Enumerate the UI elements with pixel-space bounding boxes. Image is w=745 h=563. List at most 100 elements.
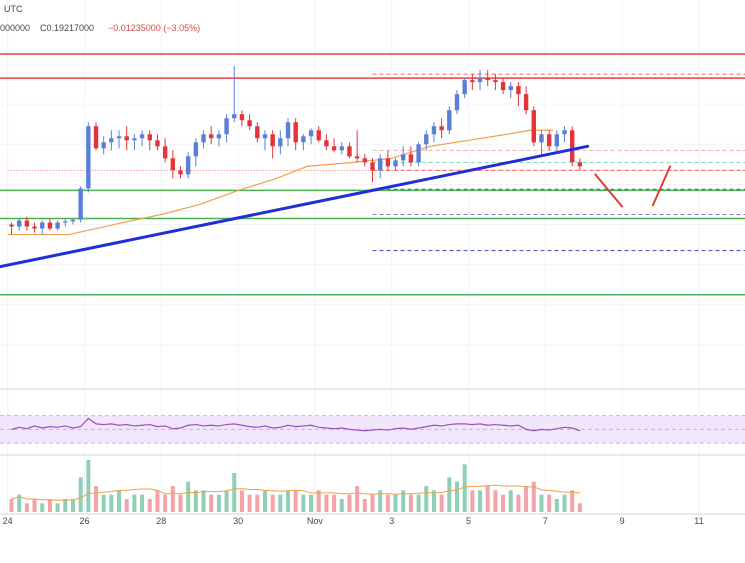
x-axis-tick-label: Nov: [307, 516, 324, 526]
volume-bar: [539, 494, 544, 512]
candle-body: [232, 114, 237, 119]
timezone-label: UTC: [4, 4, 23, 14]
candle-body: [439, 126, 444, 131]
candle-body: [270, 134, 275, 147]
volume-bar: [508, 490, 513, 512]
candle-body: [569, 130, 575, 163]
candle-body: [70, 219, 76, 222]
volume-bar: [447, 477, 452, 512]
volume-bar: [439, 494, 444, 512]
candle-body: [255, 126, 260, 139]
annotation-stroke: [594, 173, 624, 208]
volume-average-line: [11, 484, 580, 501]
volume-bar: [124, 499, 129, 512]
candle-body: [278, 138, 283, 147]
x-axis-tick-label: 28: [156, 516, 166, 526]
x-axis-tick-label: 26: [79, 516, 89, 526]
candle-body: [577, 162, 583, 167]
volume-bar: [186, 481, 191, 512]
candle-body: [516, 86, 521, 95]
candle-body: [393, 160, 398, 167]
candle-body: [116, 136, 122, 139]
candle-body: [109, 138, 114, 143]
volume-bar: [178, 494, 183, 512]
volume-bar: [63, 499, 68, 512]
candle-body: [554, 134, 560, 147]
volume-bar: [140, 494, 145, 512]
volume-bar: [78, 477, 83, 512]
candle-body: [485, 78, 490, 81]
volume-bar: [270, 494, 275, 512]
candle-body: [447, 110, 452, 131]
x-axis-tick-label: 5: [466, 516, 471, 526]
volume-bar: [531, 481, 536, 512]
volume-bar: [355, 486, 360, 512]
candle-body: [316, 130, 321, 141]
volume-bar: [547, 494, 552, 512]
candle-body: [385, 158, 391, 167]
x-axis-tick-label: 3: [389, 516, 394, 526]
candle-body: [431, 126, 437, 135]
volume-bar: [201, 490, 206, 512]
volume-bar: [393, 494, 398, 512]
volume-bar: [262, 490, 267, 512]
candle-body: [201, 134, 206, 143]
x-axis-tick-label: 24: [3, 516, 13, 526]
candle-body: [239, 114, 245, 121]
candle-body: [93, 126, 99, 149]
candle-body: [331, 146, 337, 151]
volume-bar: [209, 494, 214, 512]
volume-bar: [9, 499, 14, 512]
volume-bar: [362, 499, 367, 512]
candle-body: [40, 222, 45, 229]
volume-bar: [86, 460, 91, 512]
ohlc-fragment: 000000: [0, 23, 31, 33]
volume-bar: [570, 490, 575, 512]
candle-body: [454, 94, 460, 111]
volume-bar: [132, 494, 137, 512]
candle-body: [562, 130, 567, 135]
volume-bar: [416, 494, 421, 512]
candle-body: [354, 156, 360, 159]
candle-body: [247, 120, 252, 127]
volume-bar: [577, 503, 582, 512]
volume-bar: [401, 490, 406, 512]
x-axis-tick-label: 30: [233, 516, 243, 526]
volume-bar: [324, 494, 329, 512]
candle-body: [301, 136, 306, 143]
candle-body: [401, 154, 406, 161]
volume-bar: [339, 499, 344, 512]
candle-body: [55, 222, 60, 229]
candle-body: [308, 130, 314, 137]
volume-bar: [216, 494, 221, 512]
candle-body: [508, 86, 513, 91]
volume-bar: [501, 494, 506, 512]
volume-bar: [424, 486, 429, 512]
volume-bar: [431, 490, 436, 512]
candle-body: [339, 146, 344, 151]
moving-average-line: [7, 129, 553, 236]
volume-bar: [454, 481, 459, 512]
candle-body: [139, 134, 145, 139]
volume-bar: [378, 490, 383, 512]
volume-bar: [309, 494, 314, 512]
candle-body: [224, 118, 229, 135]
candle-body: [78, 188, 83, 220]
candle-body: [147, 134, 152, 141]
candle-body: [462, 80, 467, 95]
volume-bar: [101, 494, 106, 512]
volume-bar: [347, 494, 352, 512]
candle-body: [416, 144, 421, 163]
volume-bar: [117, 490, 122, 512]
volume-bar: [562, 494, 567, 512]
candle-body: [17, 220, 22, 227]
candle-body: [546, 134, 552, 147]
candle-body: [132, 138, 137, 141]
close-value: C0.19217000: [40, 23, 95, 33]
volume-bar: [493, 490, 498, 512]
x-axis-tick-label: 7: [543, 516, 548, 526]
candle-body: [216, 134, 222, 139]
volume-bar: [301, 494, 306, 512]
